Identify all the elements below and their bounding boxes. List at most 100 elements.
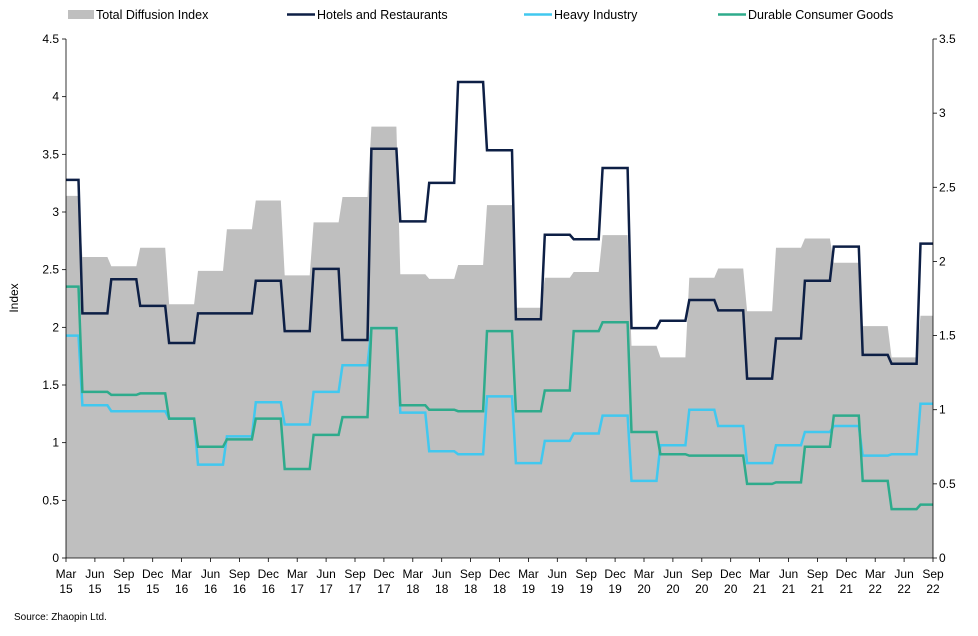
y-axis-right: 0 0.5 1 1.5 2 2.5 3 3.5 [932,32,956,565]
x-tick-label-month: Jun [85,567,104,581]
x-tick-label-month: Sep [344,567,366,581]
x-tick-label-year: 15 [117,582,131,596]
x-tick-label-year: 16 [175,582,189,596]
x-tick-label-year: 21 [753,582,767,596]
legend-item: Total Diffusion Index [68,8,209,22]
y-tick-label-left: 4 [52,90,59,104]
y-tick-label-right: 1.5 [939,329,956,343]
y-tick-label-right: 2 [939,254,946,268]
x-tick-label-year: 20 [637,582,651,596]
x-tick-label-month: Jun [432,567,451,581]
x-tick-label-year: 22 [869,582,883,596]
y-tick-label-left: 2 [52,320,59,334]
x-tick-label-month: Jun [894,567,913,581]
x-tick-label-year: 19 [608,582,622,596]
x-tick-label-year: 21 [840,582,854,596]
x-axis: Mar15Jun15Sep15Dec15Mar16Jun16Sep16Dec16… [56,557,944,596]
line-layer [66,80,933,511]
y-tick-label-left: 1 [52,436,59,450]
area-layer [66,126,933,559]
x-tick-label-year: 20 [724,582,738,596]
x-tick-label-year: 15 [59,582,73,596]
legend-label: Hotels and Restaurants [317,8,448,22]
legend-swatch-area [68,10,94,19]
y-tick-label-left: 3 [52,205,59,219]
x-tick-label-year: 19 [580,582,594,596]
y-tick-label-right: 0 [939,551,946,565]
x-tick-label-year: 16 [262,582,276,596]
legend-item: Heavy Industry [524,8,638,22]
x-tick-label-month: Mar [634,567,655,581]
y-tick-label-right: 2.5 [939,180,956,194]
x-tick-label-month: Sep [229,567,251,581]
source-note: Source: Zhaopin Ltd. [14,612,107,623]
plot-area [66,80,933,559]
y-tick-label-left: 0 [52,551,59,565]
x-tick-label-year: 22 [926,582,940,596]
x-tick-label-month: Mar [171,567,192,581]
x-tick-label-year: 15 [88,582,102,596]
x-tick-label-month: Sep [807,567,829,581]
x-tick-label-year: 19 [551,582,565,596]
y-axis-left: 0 0.5 1 1.5 2 2.5 3 3.5 4 4.5 [42,32,67,565]
y-tick-label-left: 4.5 [42,32,59,46]
x-tick-label-year: 18 [493,582,507,596]
x-tick-label-month: Sep [922,567,944,581]
x-tick-label-month: Sep [691,567,713,581]
x-tick-label-month: Dec [258,567,279,581]
line-durable-consumer-goods [66,285,933,511]
x-tick-label-month: Sep [460,567,482,581]
x-tick-label-year: 16 [233,582,247,596]
x-tick-label-month: Sep [576,567,598,581]
x-tick-label-year: 17 [348,582,362,596]
x-tick-label-month: Jun [201,567,220,581]
x-tick-label-year: 18 [464,582,478,596]
y-tick-label-right: 3 [939,106,946,120]
y-tick-label-left: 0.5 [42,493,59,507]
y-tick-label-left: 3.5 [42,147,59,161]
x-tick-label-year: 18 [435,582,449,596]
x-tick-label-year: 17 [291,582,305,596]
legend: Total Diffusion Index Hotels and Restaura… [68,8,893,22]
x-tick-label-month: Mar [402,567,423,581]
x-tick-label-year: 19 [522,582,536,596]
x-tick-label-month: Sep [113,567,135,581]
area-total-diffusion-index [66,126,933,559]
x-tick-label-month: Jun [779,567,798,581]
legend-label: Heavy Industry [554,8,638,22]
line-hotels-and-restaurants [66,80,933,380]
y-tick-label-right: 0.5 [939,477,956,491]
x-tick-label-month: Dec [604,567,625,581]
legend-label: Durable Consumer Goods [748,8,893,22]
x-tick-label-month: Jun [316,567,335,581]
x-tick-label-year: 15 [146,582,160,596]
x-tick-label-year: 21 [782,582,796,596]
x-tick-label-month: Dec [373,567,394,581]
line-heavy-industry [66,326,933,483]
x-tick-label-year: 17 [377,582,391,596]
x-tick-label-year: 21 [811,582,825,596]
x-tick-label-month: Mar [287,567,308,581]
x-tick-label-month: Mar [518,567,539,581]
y-tick-label-right: 3.5 [939,32,956,46]
x-tick-label-year: 22 [897,582,911,596]
x-tick-label-month: Mar [865,567,886,581]
legend-item: Durable Consumer Goods [718,8,893,22]
x-tick-label-month: Mar [56,567,77,581]
x-tick-label-year: 20 [666,582,680,596]
x-tick-label-month: Dec [142,567,163,581]
x-tick-label-year: 16 [204,582,218,596]
x-tick-label-month: Dec [489,567,510,581]
x-tick-label-month: Mar [749,567,770,581]
x-tick-label-year: 18 [406,582,420,596]
y-tick-label-right: 1 [939,403,946,417]
x-tick-label-month: Dec [720,567,741,581]
x-tick-label-month: Jun [548,567,567,581]
x-tick-label-month: Dec [836,567,857,581]
legend-label: Total Diffusion Index [96,8,209,22]
y-axis-label: Index [7,283,21,312]
x-tick-label-year: 20 [695,582,709,596]
x-tick-label-month: Jun [663,567,682,581]
y-tick-label-left: 2.5 [42,263,59,277]
